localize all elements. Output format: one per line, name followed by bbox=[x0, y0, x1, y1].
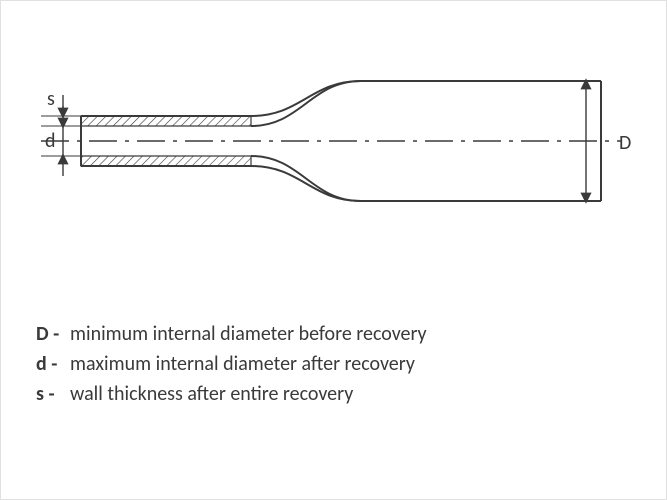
dim-s-label: s bbox=[47, 87, 55, 111]
legend-text: minimum internal diameter before recover… bbox=[70, 321, 596, 347]
diagram-svg: D d s bbox=[21, 31, 641, 251]
page: D d s D - minimum internal diameter befo… bbox=[0, 0, 667, 500]
legend-symbol: s - bbox=[36, 381, 70, 407]
outline-bottom bbox=[81, 166, 601, 201]
legend-text: wall thickness after entire recovery bbox=[70, 381, 596, 407]
legend-row: d - maximum internal diameter after reco… bbox=[36, 351, 596, 377]
legend-text: maximum internal diameter after recovery bbox=[70, 351, 596, 377]
inner-bottom bbox=[251, 156, 361, 201]
legend-row: s - wall thickness after entire recovery bbox=[36, 381, 596, 407]
wall-hatch-top bbox=[81, 116, 251, 126]
legend-row: D - minimum internal diameter before rec… bbox=[36, 321, 596, 347]
shrink-tube-diagram: D d s bbox=[21, 31, 641, 231]
dim-D-label: D bbox=[619, 131, 631, 155]
wall-hatch-bottom bbox=[81, 156, 251, 166]
legend-symbol: D - bbox=[36, 321, 70, 347]
legend-symbol: d - bbox=[36, 351, 70, 377]
legend: D - minimum internal diameter before rec… bbox=[36, 321, 596, 411]
inner-top bbox=[251, 81, 361, 126]
dim-d-label: d bbox=[45, 129, 56, 153]
outline-top bbox=[81, 81, 601, 116]
